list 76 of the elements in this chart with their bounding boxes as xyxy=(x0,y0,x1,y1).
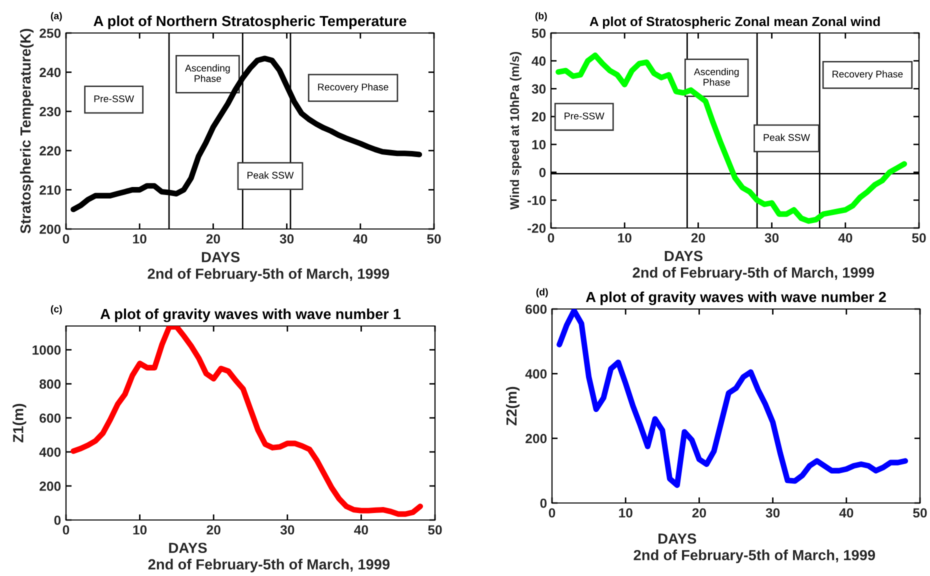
y-tick-label: 200 xyxy=(40,482,61,491)
y-tick-label: 220 xyxy=(40,146,61,156)
chart-title: A plot of gravity waves with wave number 1 xyxy=(100,308,401,322)
x-tick-label: 30 xyxy=(280,525,294,535)
x-axis-title: DAYS xyxy=(169,542,207,554)
y-tick-label: 400 xyxy=(39,447,61,457)
x-tick-label: 30 xyxy=(766,508,780,518)
text: (b) xyxy=(535,12,547,22)
y-tick-label: 10 xyxy=(532,140,546,150)
y-tick-label: 20 xyxy=(532,112,546,122)
y-tick-label: 0 xyxy=(540,498,547,508)
x-axis-title: DAYS xyxy=(664,250,703,262)
y-axis-title: Z2(m) xyxy=(506,386,520,426)
x-tick-label: 40 xyxy=(839,508,854,518)
x-tick-label: 40 xyxy=(354,525,368,535)
y-tick-label: 600 xyxy=(526,304,547,314)
y-tick-label: 400 xyxy=(525,369,547,379)
annotation: Recovery Phase xyxy=(318,83,388,92)
x-tick-label: 0 xyxy=(548,233,554,243)
y-tick-label: 1000 xyxy=(32,345,61,355)
text: 2nd of February-5th of March, 1999 xyxy=(148,558,390,572)
annotation: Pre-SSW xyxy=(564,112,604,120)
y-tick-label: 40 xyxy=(532,56,546,66)
x-tick-label: 30 xyxy=(764,233,779,243)
x-tick-label: 50 xyxy=(912,233,926,243)
text: 2nd of February-5th of March, 1999 xyxy=(148,268,390,282)
y-tick-label: 50 xyxy=(532,28,546,38)
annotation: Ascending Phase xyxy=(185,64,230,82)
y-tick-label: 200 xyxy=(526,434,547,444)
chart-title: A plot of Stratospheric Zonal mean Zonal wind xyxy=(590,16,880,29)
y-axis-title: Z1(m) xyxy=(12,404,26,442)
x-tick-label: 50 xyxy=(428,525,442,535)
x-tick-label: 20 xyxy=(692,508,706,518)
x-tick-label: 10 xyxy=(619,508,632,518)
x-tick-label: 40 xyxy=(838,233,852,243)
y-tick-label: 600 xyxy=(40,413,61,423)
y-tick-label: 0 xyxy=(539,168,546,178)
x-tick-label: 10 xyxy=(133,525,147,535)
x-axis-title: DAYS xyxy=(658,533,696,544)
annotation: Ascending Phase xyxy=(694,68,739,86)
text: 2nd of February-5th of March, 1999 xyxy=(634,550,876,564)
y-tick-label: 240 xyxy=(40,68,61,78)
chart-title: A plot of Northern Stratospheric Temperature xyxy=(94,15,406,30)
x-tick-label: 50 xyxy=(427,234,441,244)
chart-title: A plot of gravity waves with wave number 2 xyxy=(586,291,886,306)
y-tick-label: 200 xyxy=(40,224,61,234)
x-tick-label: 30 xyxy=(280,234,294,244)
x-tick-label: 50 xyxy=(913,508,927,518)
y-axis-title: Wind speed at 10hPa (m/s) xyxy=(510,52,522,210)
annotation: Peak SSW xyxy=(764,134,810,141)
x-tick-label: 10 xyxy=(133,234,146,244)
x-tick-label: 0 xyxy=(62,525,70,535)
y-tick-label: 210 xyxy=(40,185,61,195)
annotation: Recovery Phase xyxy=(832,70,903,80)
x-tick-label: 0 xyxy=(548,508,556,518)
x-axis-title: DAYS xyxy=(202,252,240,262)
text: (d) xyxy=(536,288,548,298)
annotation: Peak SSW xyxy=(248,172,294,179)
x-tick-label: 0 xyxy=(62,234,70,244)
text: (a) xyxy=(50,12,62,22)
y-axis-title: Stratospheric Temperature(K) xyxy=(20,28,34,234)
y-tick-label: 230 xyxy=(40,106,61,116)
x-tick-label: 10 xyxy=(618,233,632,243)
text: (c) xyxy=(50,305,62,314)
x-tick-label: 20 xyxy=(206,234,220,244)
y-tick-label: 250 xyxy=(40,28,61,38)
y-tick-label: -20 xyxy=(528,224,546,233)
y-tick-label: 800 xyxy=(40,379,61,389)
y-tick-label: -10 xyxy=(528,196,546,206)
x-tick-label: 20 xyxy=(206,525,220,535)
y-tick-label: 30 xyxy=(532,84,546,94)
annotation: Pre-SSW xyxy=(94,95,134,102)
x-tick-label: 40 xyxy=(353,234,368,244)
y-tick-label: 0 xyxy=(54,516,61,525)
text: 2nd of February-5th of March, 1999 xyxy=(632,267,874,281)
x-tick-label: 20 xyxy=(691,233,705,243)
